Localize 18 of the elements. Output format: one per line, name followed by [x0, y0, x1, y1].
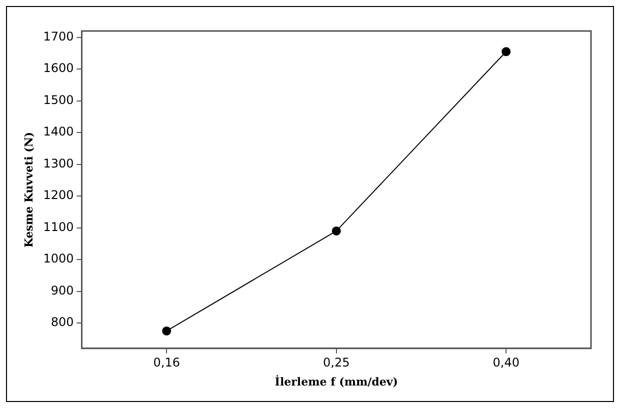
y-tick-label: 1400: [43, 124, 74, 139]
y-tick-label: 1300: [43, 156, 74, 170]
y-tick-label: 1000: [43, 252, 74, 266]
point: [332, 226, 341, 236]
y-tick-label: 1600: [43, 61, 74, 76]
y-tick-label: 1500: [43, 92, 74, 107]
x-tick-label: 0,16: [153, 356, 180, 370]
x-tick-label: 0,25: [323, 356, 350, 370]
y-tick-label: 1200: [43, 188, 74, 202]
y-axis-title: Kesme Kuvveti (N): [22, 132, 36, 248]
y-tick-label: 1700: [43, 29, 74, 44]
y-tick-label: 900: [50, 283, 74, 298]
point: [162, 326, 172, 336]
x-axis-title: İlerleme f (mm/dev): [274, 374, 398, 388]
y-tick-label: 800: [50, 315, 74, 330]
x-tick-label: 0,40: [492, 356, 520, 370]
point: [502, 47, 511, 56]
y-tick-label: 1100: [43, 220, 74, 234]
